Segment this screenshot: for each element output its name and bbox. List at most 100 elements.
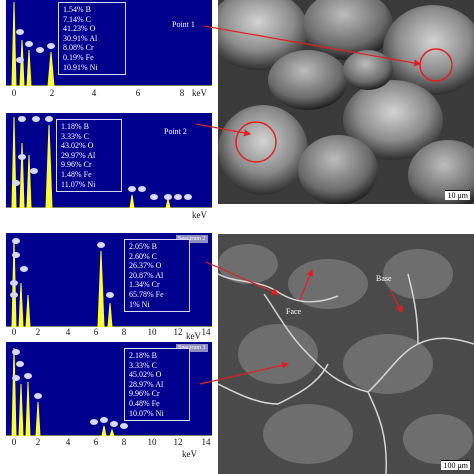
peak-marker bbox=[164, 194, 172, 200]
composition-line: 3.33% C bbox=[129, 360, 157, 370]
peak-marker bbox=[47, 43, 55, 49]
axis-unit: keV bbox=[192, 210, 207, 220]
scale-bar-top: 10 μm bbox=[445, 190, 470, 200]
tick-label: 0 bbox=[11, 88, 17, 98]
eds-spectrum-1: 1.54% B 7.14% C 41.23% O 30.91% Al 8.08%… bbox=[6, 0, 212, 86]
spectrum-2-tag: Spectrum 2 bbox=[176, 235, 208, 243]
peak bbox=[11, 1, 17, 86]
composition-line: 2.05% B bbox=[129, 242, 157, 251]
peak-marker bbox=[120, 423, 128, 429]
peak bbox=[107, 302, 113, 327]
composition-line: 2.60% C bbox=[129, 251, 157, 261]
tick-label: 2 bbox=[35, 437, 41, 447]
composition-line: 2.18% B bbox=[129, 351, 157, 360]
eds-spectrum-3: Spectrum 2 2.05% B 2.60% C 26.37% O 20.8… bbox=[6, 233, 212, 327]
composition-line: 9.96% Cr bbox=[61, 160, 92, 170]
composition-line: 45.02% O bbox=[129, 370, 162, 380]
peak-marker bbox=[100, 417, 108, 423]
composition-line: 0.48% Fe bbox=[129, 398, 160, 408]
peak-marker bbox=[174, 194, 182, 200]
peak bbox=[18, 282, 24, 327]
tick-label: 10 bbox=[147, 437, 157, 447]
spectrum-3-axis: 0 2 4 6 8 10 12 14 keV bbox=[6, 327, 216, 341]
tick-label: 4 bbox=[65, 437, 71, 447]
spectrum-1-peaks bbox=[6, 1, 212, 86]
tick-label: 6 bbox=[93, 437, 99, 447]
eds-spectrum-2: 1.18% B 3.33% C 43.02% O 29.97% Al 9.96%… bbox=[6, 113, 212, 208]
tick-label: 10 bbox=[147, 327, 157, 337]
peak bbox=[25, 381, 31, 436]
peak-marker bbox=[90, 419, 98, 425]
spectrum-4-peaks bbox=[6, 347, 212, 436]
peak bbox=[11, 116, 17, 208]
tick-label: 4 bbox=[91, 88, 97, 98]
tick-label: 12 bbox=[173, 327, 183, 337]
composition-line: 10.07% Ni bbox=[129, 408, 164, 418]
composition-line: 65.78% Fe bbox=[129, 289, 164, 299]
peak bbox=[25, 294, 31, 327]
peak bbox=[45, 124, 53, 208]
peak bbox=[18, 383, 24, 436]
axis-unit: keV bbox=[192, 88, 207, 98]
spectrum-3-tag: Spectrum 3 bbox=[176, 344, 208, 352]
axis-unit: keV bbox=[182, 449, 197, 459]
peak bbox=[26, 49, 32, 86]
composition-line: 7.14% C bbox=[63, 14, 91, 24]
peak bbox=[101, 425, 107, 436]
peak-marker bbox=[184, 194, 192, 200]
peak-marker bbox=[97, 242, 105, 248]
composition-line: 20.87% Al bbox=[129, 270, 164, 280]
composition-box-2: 1.18% B 3.33% C 43.02% O 29.97% Al 9.96%… bbox=[56, 119, 122, 193]
sem-micrograph-bottom: Face Base 100 μm bbox=[218, 234, 474, 474]
composition-line: 1.54% B bbox=[63, 5, 91, 14]
composition-line: 10.91% Ni bbox=[63, 62, 98, 72]
peak bbox=[26, 154, 32, 208]
point-2-label: Point 2 bbox=[164, 127, 187, 136]
tick-label: 8 bbox=[121, 437, 127, 447]
composition-line: 8.08% Cr bbox=[63, 43, 94, 53]
peak-marker bbox=[12, 180, 20, 186]
composition-box-3: 2.05% B 2.60% C 26.37% O 20.87% Al 1.34%… bbox=[124, 239, 190, 313]
peak-marker bbox=[12, 238, 20, 244]
peak-marker bbox=[20, 266, 28, 272]
tick-label: 14 bbox=[201, 437, 211, 447]
tick-label: 8 bbox=[179, 88, 185, 98]
spectrum-3-peaks bbox=[6, 238, 212, 327]
composition-line: 0.19% Fe bbox=[63, 52, 94, 62]
peak-marker bbox=[12, 375, 20, 381]
peak-marker bbox=[16, 29, 24, 35]
peak-marker bbox=[32, 116, 40, 122]
peak-marker bbox=[34, 393, 42, 399]
point-1-label: Point 1 bbox=[172, 20, 195, 29]
peak bbox=[35, 401, 41, 436]
sem-micrograph-top: 10 μm bbox=[218, 0, 474, 204]
axis-unit: keV bbox=[186, 331, 201, 341]
peak bbox=[165, 198, 171, 208]
peak-marker bbox=[16, 361, 24, 367]
peak-marker bbox=[45, 116, 53, 122]
sem-top-texture bbox=[218, 0, 474, 204]
tick-label: 14 bbox=[201, 327, 211, 337]
composition-line: 26.37% O bbox=[129, 261, 162, 271]
tick-label: 6 bbox=[135, 88, 141, 98]
peak-marker bbox=[12, 349, 20, 355]
composition-box-1: 1.54% B 7.14% C 41.23% O 30.91% Al 8.08%… bbox=[58, 2, 126, 76]
scale-bar-bottom: 100 μm bbox=[441, 460, 470, 470]
point-2-circle bbox=[235, 121, 277, 163]
peak-marker bbox=[138, 186, 146, 192]
composition-line: 28.97% Al bbox=[129, 379, 164, 389]
peak bbox=[129, 194, 135, 208]
peak-marker bbox=[128, 186, 136, 192]
spectrum-2-axis: keV bbox=[6, 210, 216, 222]
spectrum-2-peaks bbox=[6, 116, 212, 208]
tick-label: 8 bbox=[121, 327, 127, 337]
peak-marker bbox=[16, 57, 24, 63]
peak bbox=[109, 428, 115, 436]
composition-line: 43.02% O bbox=[61, 141, 94, 151]
peak-marker bbox=[10, 280, 18, 286]
peak-marker bbox=[30, 168, 38, 174]
tick-label: 6 bbox=[93, 327, 99, 337]
peak-marker bbox=[24, 373, 32, 379]
composition-line: 3.33% C bbox=[61, 131, 89, 141]
peak bbox=[47, 51, 55, 86]
